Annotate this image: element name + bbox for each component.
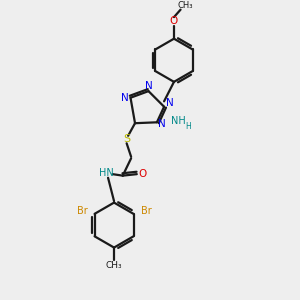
Text: Br: Br <box>141 206 152 216</box>
Text: CH₃: CH₃ <box>178 1 193 10</box>
Text: H: H <box>185 122 191 131</box>
Text: CH₃: CH₃ <box>106 261 122 270</box>
Text: O: O <box>170 16 178 26</box>
Text: O: O <box>138 169 147 179</box>
Text: HN: HN <box>99 168 113 178</box>
Text: N: N <box>158 119 166 129</box>
Text: Br: Br <box>76 206 87 216</box>
Text: N: N <box>121 93 129 103</box>
Text: N: N <box>166 98 173 108</box>
Text: N: N <box>145 81 152 91</box>
Text: S: S <box>123 134 130 144</box>
Text: NH: NH <box>171 116 186 126</box>
